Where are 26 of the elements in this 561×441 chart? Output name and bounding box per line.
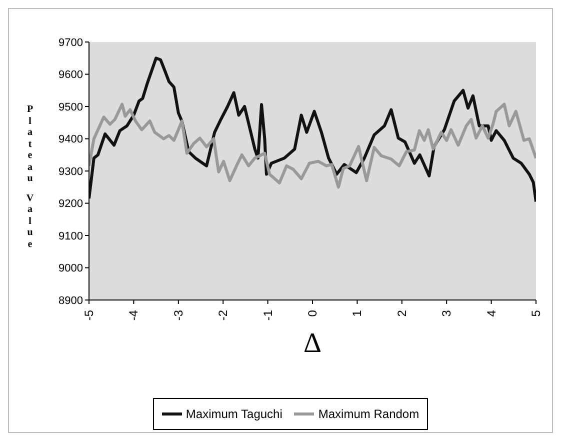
y-tick-label: 9300 (58, 166, 83, 178)
x-tick-label: -1 (260, 310, 275, 321)
legend-label: Maximum Random (318, 407, 420, 421)
x-tick-label: 1 (350, 310, 364, 317)
x-tick-label: 2 (394, 310, 409, 317)
x-tick-label: -4 (126, 310, 141, 321)
y-tick-label: 9500 (58, 101, 83, 114)
y-tick-label: 9200 (58, 198, 83, 210)
x-tick-label: 0 (306, 310, 320, 317)
y-tick-label: 9600 (58, 69, 83, 82)
y-tick-label: 8900 (58, 294, 83, 307)
text: Plateau Value (26, 104, 34, 250)
x-tick-label: 3 (440, 310, 454, 317)
line-series (89, 102, 536, 189)
y-tick-label: 9700 (58, 36, 83, 49)
x-tick-label: 4 (484, 310, 498, 317)
x-tick-label: -5 (82, 310, 96, 321)
x-tick-label: -2 (216, 310, 230, 321)
y-tick-label: 9100 (58, 230, 83, 242)
y-tick-label: 9400 (58, 134, 83, 146)
x-tick-label: 5 (529, 310, 543, 317)
y-tick-label: 9000 (58, 262, 83, 275)
legend-label: Maximum Taguchi (186, 407, 282, 421)
line-series (89, 56, 536, 204)
x-axis-title: Δ (303, 328, 322, 359)
x-tick-label: -3 (171, 310, 186, 321)
